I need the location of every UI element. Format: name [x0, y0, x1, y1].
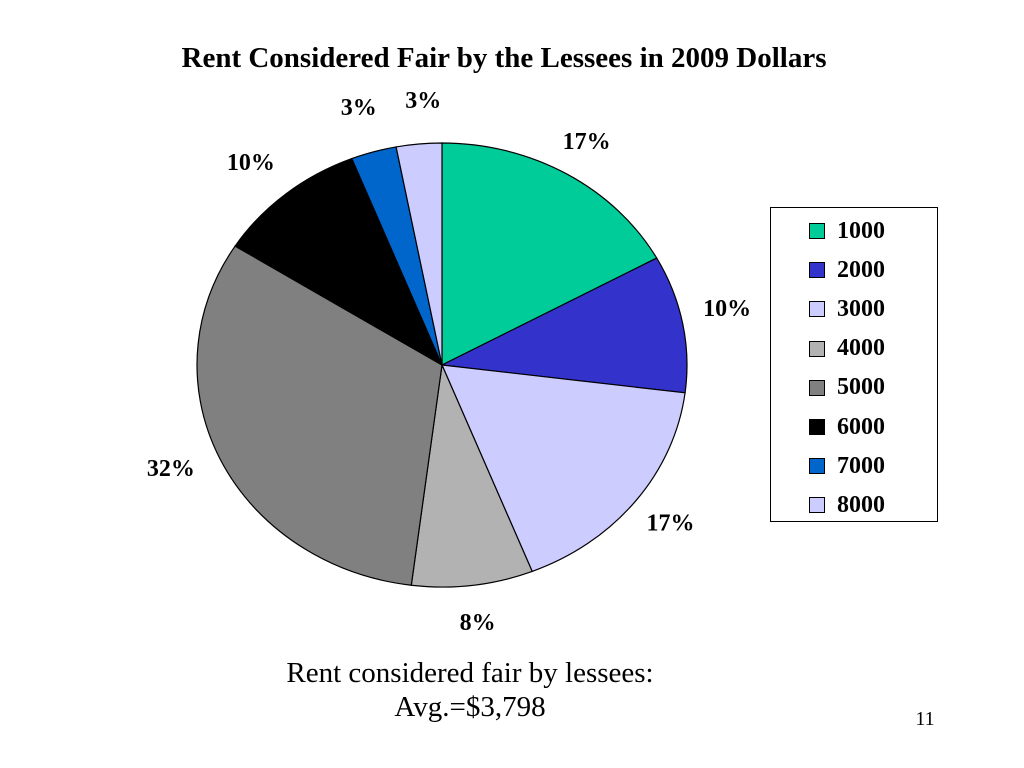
- slice-label-7000: 3%: [341, 95, 377, 121]
- chart-title: Rent Considered Fair by the Lessees in 2…: [181, 42, 827, 74]
- pie-slice-8000: [395, 142, 443, 366]
- caption-line-1: Rent considered fair by lessees:: [286, 657, 654, 689]
- legend-item-3000: 3000: [809, 295, 885, 323]
- legend-label-3000: 3000: [837, 295, 885, 322]
- pie-slice-4000: [410, 362, 533, 588]
- caption-line-2: Avg.=$3,798: [394, 691, 546, 723]
- legend-label-5000: 5000: [837, 374, 885, 401]
- slice-label-1000: 17%: [563, 129, 611, 155]
- slice-label-3000: 17%: [647, 510, 695, 536]
- pie-labels: 17% 10% 17% 8% 32% 10% 3% 3%: [147, 88, 751, 636]
- page-number: 11: [915, 708, 935, 730]
- legend-swatch-5000: [809, 379, 825, 396]
- legend-item-7000: 7000: [809, 452, 885, 480]
- legend-swatch-4000: [809, 340, 825, 357]
- chart-legend: 1000 2000 3000 4000 5000 6000 7000 8000: [770, 207, 938, 522]
- legend-label-4000: 4000: [837, 335, 885, 362]
- legend-item-4000: 4000: [809, 335, 885, 363]
- pie-slice-5000: [196, 245, 443, 586]
- slice-label-5000: 32%: [147, 456, 195, 482]
- pie-slice-6000: [234, 157, 444, 367]
- legend-swatch-3000: [809, 301, 825, 318]
- slice-label-4000: 8%: [460, 610, 496, 636]
- legend-item-2000: 2000: [809, 256, 885, 284]
- slice-label-8000: 3%: [405, 88, 441, 114]
- chart-caption: Rent considered fair by lessees: Avg.=$3…: [210, 656, 730, 724]
- slice-label-2000: 10%: [703, 296, 751, 322]
- legend-item-8000: 8000: [809, 491, 885, 519]
- legend-item-1000: 1000: [809, 217, 885, 245]
- legend-swatch-8000: [809, 497, 825, 514]
- slice-label-6000: 10%: [227, 150, 275, 176]
- pie-slice-1000: [441, 142, 658, 366]
- legend-label-7000: 7000: [837, 452, 885, 479]
- legend-swatch-1000: [809, 223, 825, 239]
- legend-label-2000: 2000: [837, 256, 885, 283]
- pie-slices: [196, 142, 688, 588]
- legend-item-5000: 5000: [809, 374, 885, 402]
- legend-label-1000: 1000: [837, 217, 885, 244]
- pie-slice-3000: [441, 364, 686, 573]
- legend-swatch-2000: [809, 262, 825, 279]
- legend-item-6000: 6000: [809, 413, 885, 441]
- legend-swatch-7000: [809, 458, 825, 475]
- legend-swatch-6000: [809, 419, 825, 435]
- pie-slice-2000: [439, 257, 688, 394]
- legend-label-8000: 8000: [837, 491, 885, 518]
- legend-label-6000: 6000: [837, 413, 885, 440]
